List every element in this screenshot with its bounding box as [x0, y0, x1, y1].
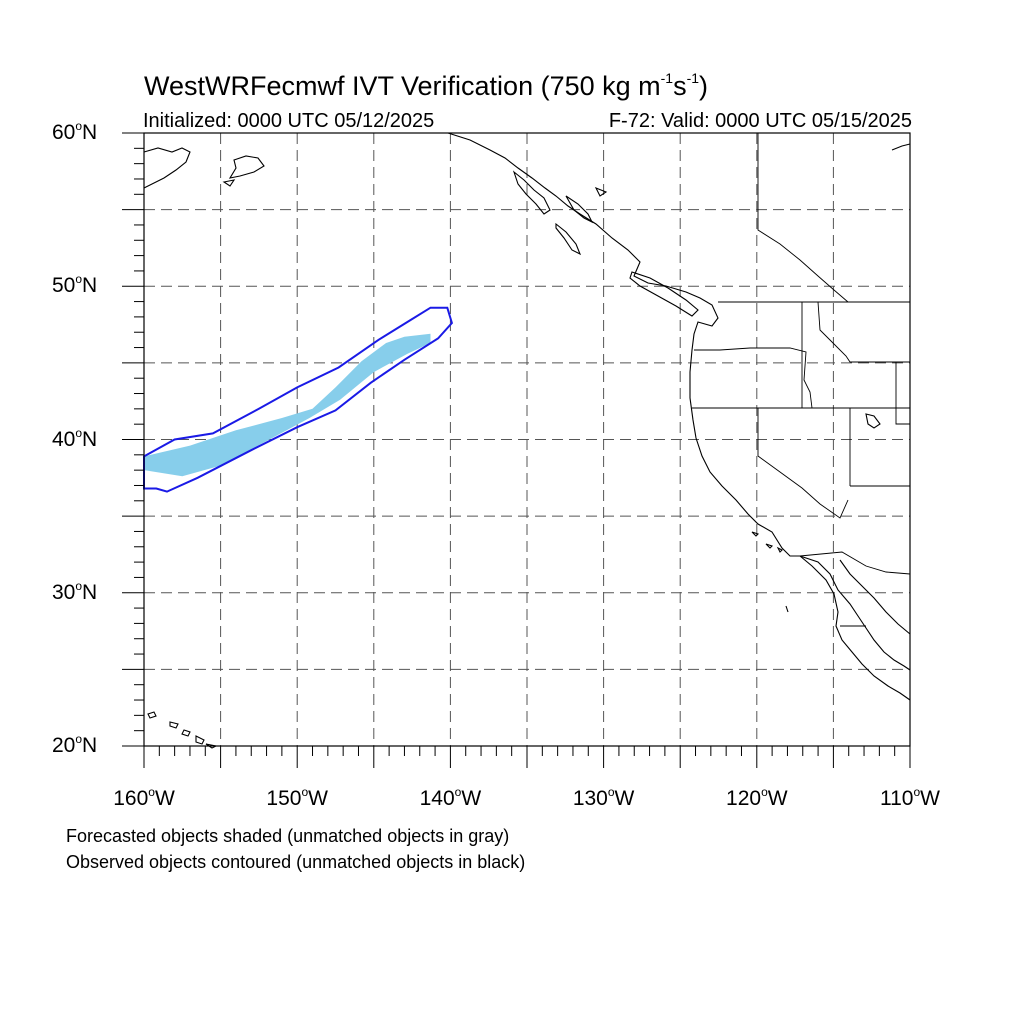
graticule	[144, 133, 910, 746]
initialized-time: Initialized: 0000 UTC 05/12/2025	[143, 110, 435, 132]
wyoming-utah	[895, 362, 910, 425]
oregon-north	[694, 347, 813, 409]
lat-tick-label: 40oN	[52, 425, 98, 451]
lat-tick-label: 30oN	[52, 578, 98, 604]
coastline-gulf	[839, 559, 911, 635]
lon-tick-label: 110oW	[880, 785, 940, 810]
lat-tick-label: 20oN	[52, 732, 98, 757]
idaho-montana	[817, 301, 910, 363]
map-frame	[122, 132, 911, 768]
coastline-north-america	[447, 132, 911, 701]
coastline-baja	[799, 555, 911, 671]
ivt-objects	[143, 306, 454, 493]
coastlines	[143, 132, 911, 749]
bc-alberta-border	[757, 133, 849, 303]
lat-tick-label: 60oN	[52, 119, 98, 144]
chart-title: WestWRFecmwf IVT Verification (750 kg m-…	[144, 70, 709, 101]
forecast-object	[144, 333, 431, 477]
valid-time: F-72: Valid: 0000 UTC 05/15/2025	[608, 110, 912, 132]
us-mexico-border	[799, 551, 911, 575]
great-salt-lake	[865, 413, 881, 429]
coastline-alaska	[143, 147, 191, 189]
lon-tick-label: 150oW	[266, 785, 328, 810]
lon-tick-label: 140oW	[419, 785, 482, 810]
political-borders	[692, 133, 911, 627]
observed-object-contour	[143, 306, 454, 493]
lon-tick-label: 120oW	[726, 785, 788, 810]
haida-gwaii	[555, 222, 582, 256]
lon-tick-label: 160oW	[113, 785, 175, 810]
alaska-islands	[512, 170, 551, 215]
lat-tick-label: 50oN	[52, 272, 98, 298]
caption-forecast: Forecasted objects shaded (unmatched obj…	[66, 826, 510, 846]
ca-nevada	[757, 408, 849, 519]
hawaii	[147, 711, 157, 719]
lon-tick-label: 130oW	[572, 785, 635, 810]
vancouver-island	[629, 271, 699, 317]
caption-observed: Observed objects contoured (unmatched ob…	[66, 852, 526, 872]
